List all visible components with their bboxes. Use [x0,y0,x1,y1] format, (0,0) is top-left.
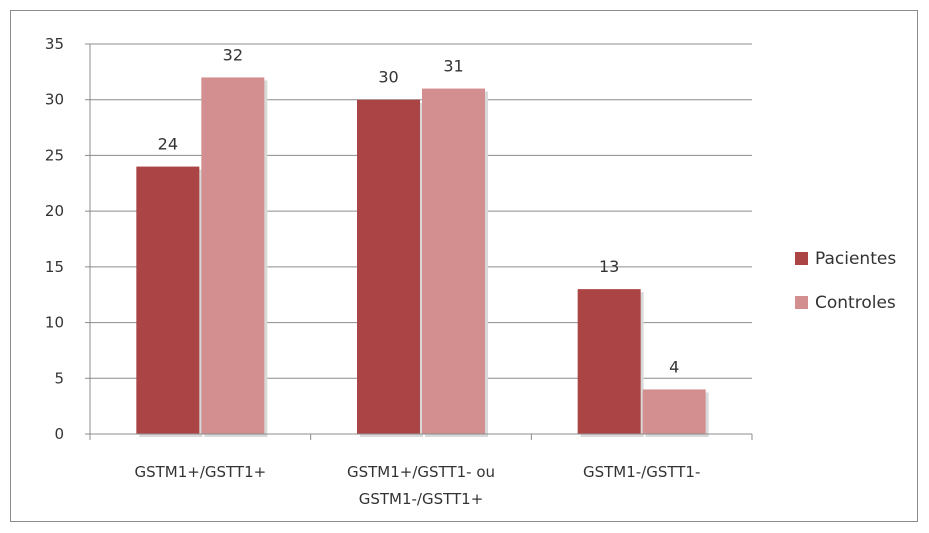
bar-pacientes [577,289,641,434]
axes [89,44,753,440]
bar-pacientes [136,166,200,435]
legend: Pacientes Controles [795,249,896,313]
bar-controles [201,77,265,434]
legend-label-controles: Controles [815,293,896,313]
data-label: 4 [669,357,679,376]
y-tick-label: 20 [45,202,64,220]
x-category-label: GSTM1+/GSTT1+ [134,463,266,481]
y-tick-label: 15 [45,258,64,276]
y-axis-ticks: 0 5 10 15 20 25 30 35 [45,35,90,443]
y-tick-label: 10 [45,314,64,332]
x-category-label: GSTM1-/GSTT1- [583,463,700,481]
data-label: 24 [158,135,178,154]
bar-controles [642,389,706,434]
data-label: 30 [378,68,398,87]
x-category-label: GSTM1+/GSTT1- ou [347,463,495,481]
y-tick-label: 30 [45,91,64,109]
legend-label-pacientes: Pacientes [815,249,896,269]
y-tick-label: 5 [54,369,64,387]
bars [136,77,709,438]
bar-controles [422,88,485,435]
y-tick-label: 25 [45,146,64,164]
data-label: 31 [443,57,463,76]
x-category-label: GSTM1-/GSTT1+ [359,490,484,508]
bar-pacientes [357,99,420,434]
data-labels: 24 32 30 31 13 4 [158,45,680,376]
legend-swatch-pacientes [795,252,808,265]
data-label: 13 [599,257,619,276]
x-axis-categories: GSTM1+/GSTT1+ GSTM1+/GSTT1- ou GSTM1-/GSTT… [134,463,700,508]
legend-swatch-controles [795,296,808,309]
y-tick-label: 35 [45,35,64,53]
y-tick-label: 0 [54,425,64,443]
data-label: 32 [223,45,243,64]
